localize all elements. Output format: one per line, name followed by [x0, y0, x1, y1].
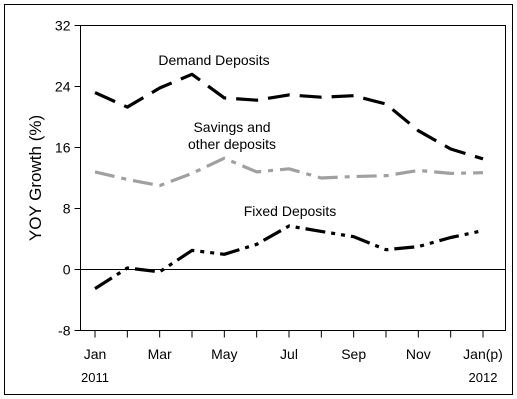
series-label-1: Savings and other deposits [188, 119, 276, 152]
series-label-2: Fixed Deposits [244, 203, 337, 219]
series-label-line: Savings and [193, 119, 270, 135]
series-layer [94, 72, 484, 290]
series-label-0: Demand Deposits [158, 52, 269, 68]
x-tick-label: Sep [341, 346, 366, 362]
plot-area-frame [80, 25, 506, 331]
y-tick-label: 0 [63, 262, 71, 278]
x-year-label: 2011 [81, 370, 109, 385]
series-label-line: other deposits [188, 136, 276, 152]
series-line-1 [94, 156, 484, 188]
outer-border [4, 4, 513, 395]
x-axis-ticks: Jan Mar May Jul Sep Nov Jan(p) 2011 2012 [81, 330, 503, 385]
series-line-2 [94, 224, 484, 290]
series-line-0 [94, 72, 484, 161]
x-tick-label: Jan [84, 346, 107, 362]
y-tick-label: 24 [55, 79, 71, 95]
x-tick-label: Jul [280, 346, 298, 362]
series-label-line: Fixed Deposits [244, 203, 337, 219]
series-labels-layer: Demand Deposits Savings and other deposits… [158, 52, 336, 219]
y-tick-label: 32 [55, 18, 71, 34]
x-tick-label: Mar [148, 346, 172, 362]
y-tick-label: 8 [63, 201, 71, 217]
y-axis-title: YOY Growth (%) [26, 115, 45, 241]
y-tick-label: 16 [55, 140, 71, 156]
x-tick-label: Jan(p) [463, 346, 503, 362]
y-axis-ticks: -8 0 8 16 24 32 [55, 18, 81, 339]
x-tick-label: Nov [406, 346, 431, 362]
x-tick-label: May [211, 346, 237, 362]
y-tick-label: -8 [58, 323, 71, 339]
series-label-line: Demand Deposits [158, 52, 269, 68]
x-year-label: 2012 [469, 370, 498, 385]
